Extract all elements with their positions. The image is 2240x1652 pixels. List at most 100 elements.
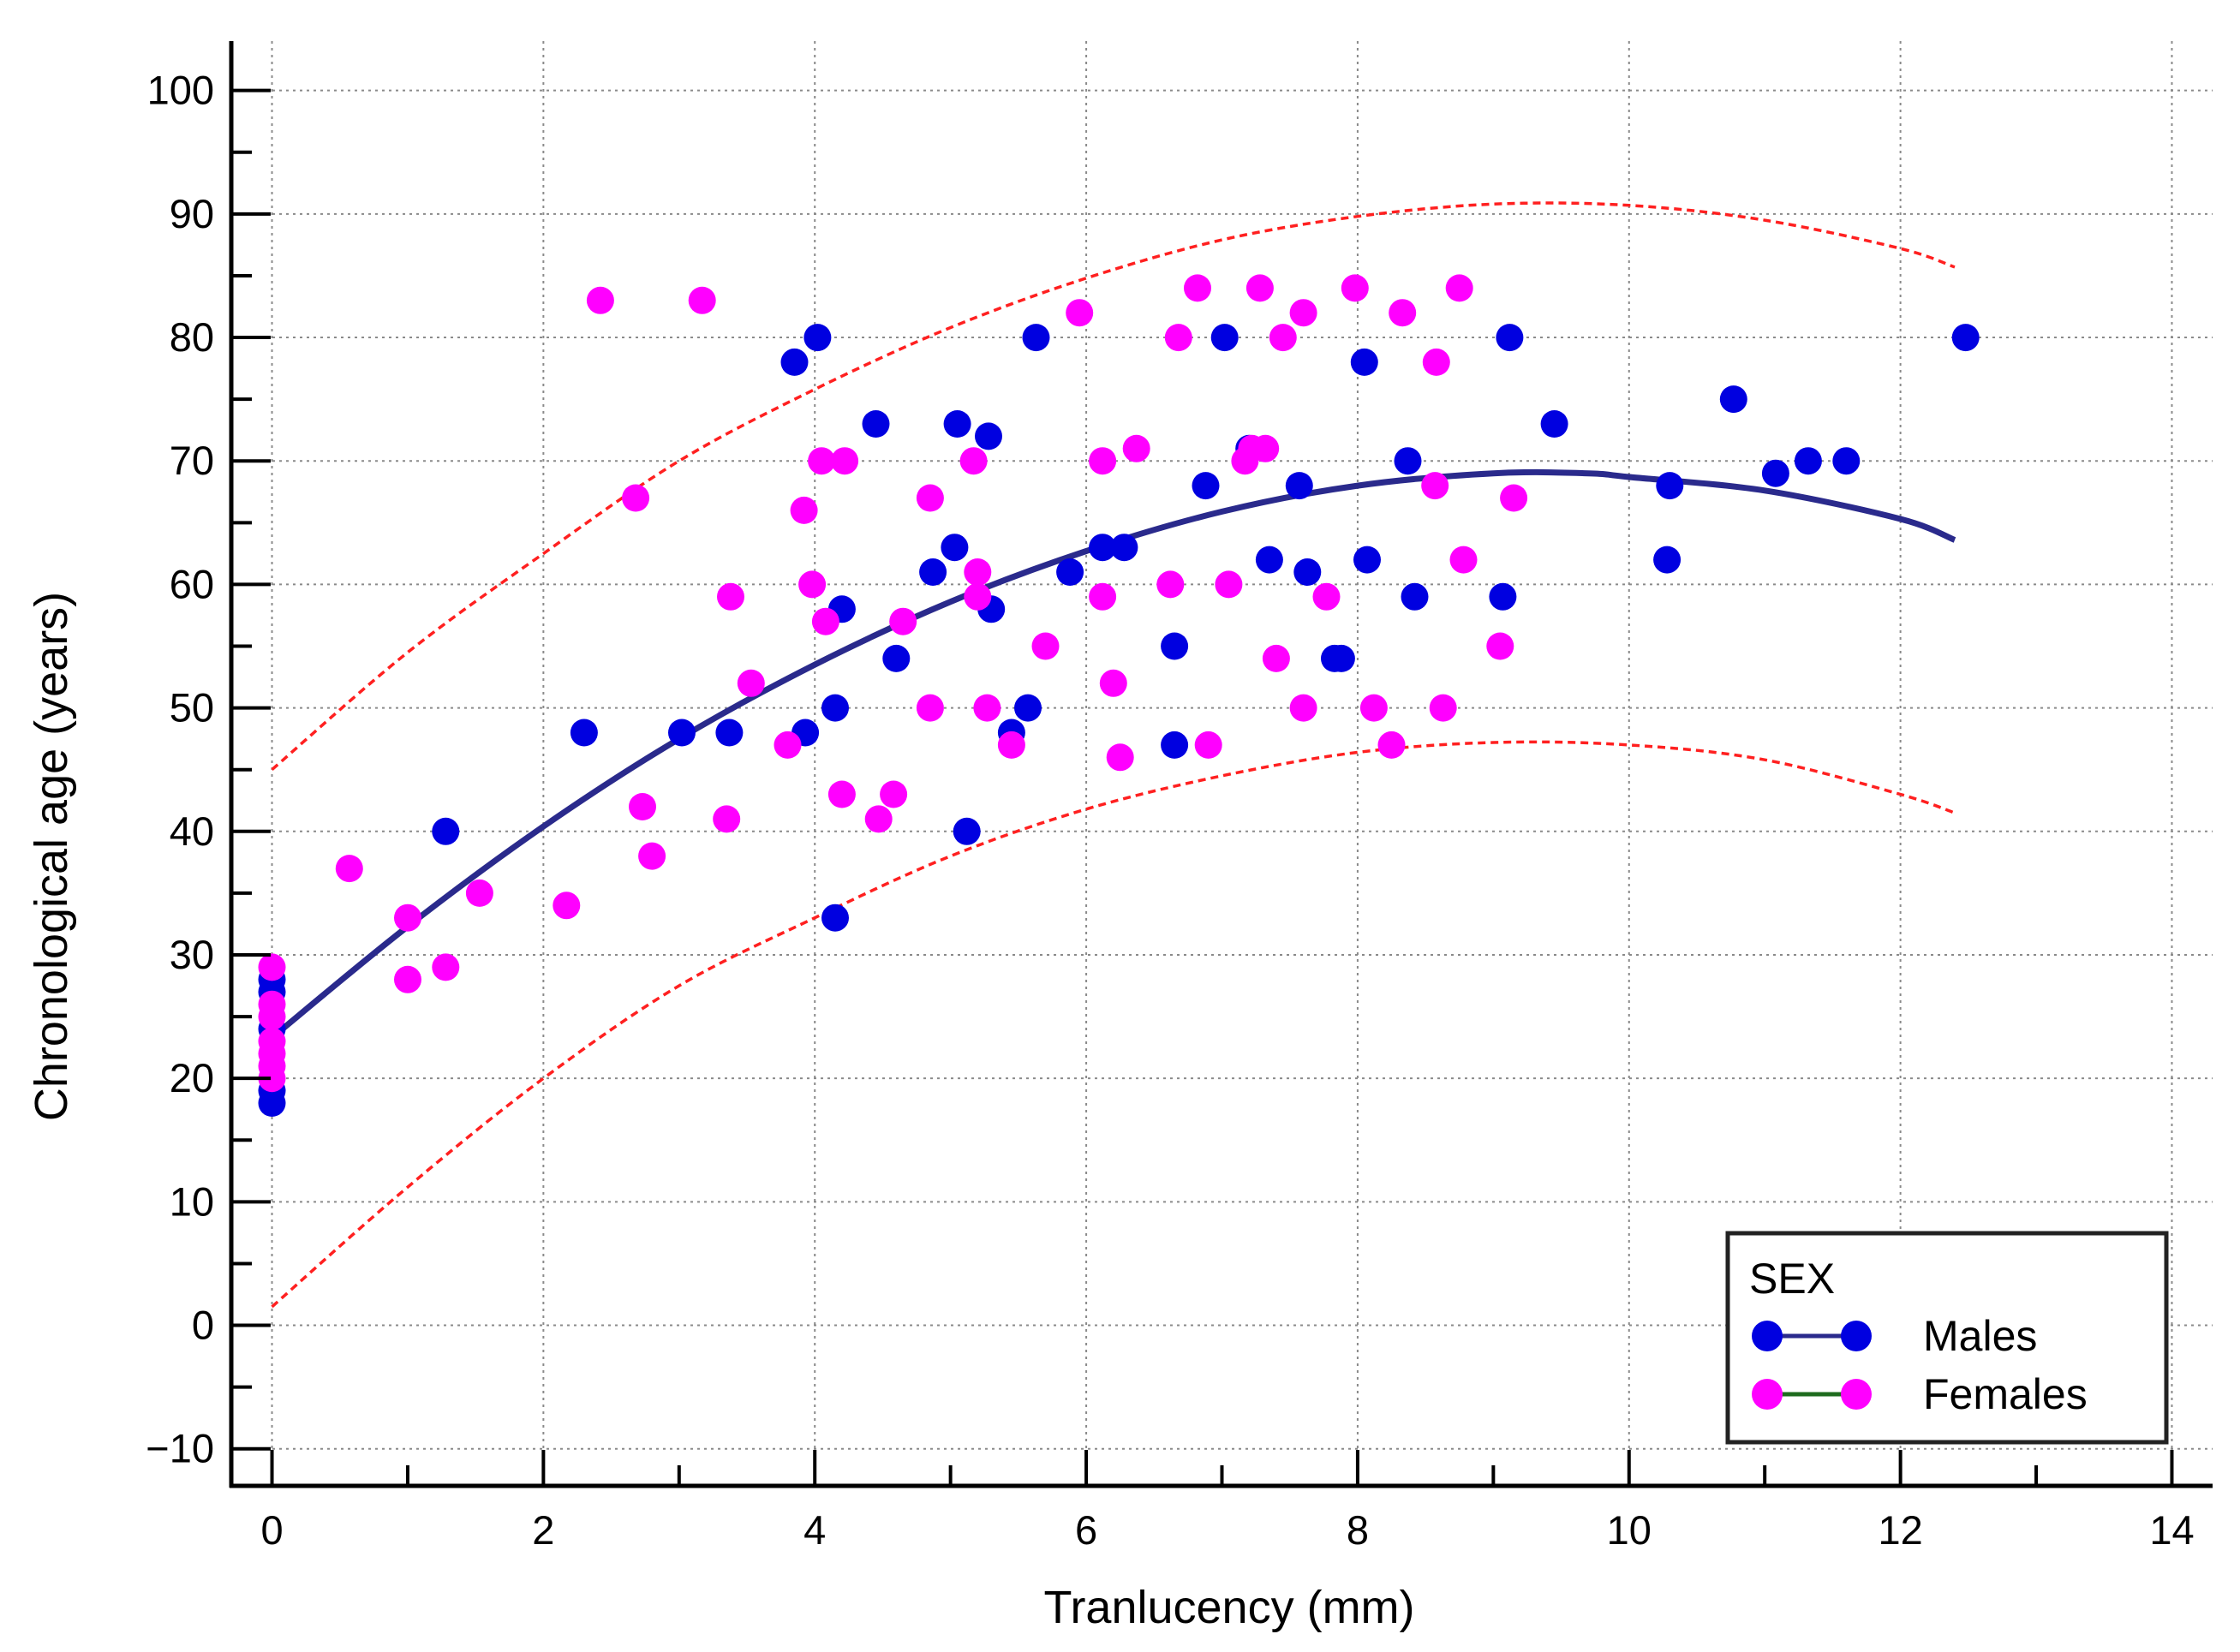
y-tick-label: 40 bbox=[170, 808, 214, 854]
data-point-females bbox=[258, 990, 286, 1018]
data-point-females bbox=[964, 582, 992, 611]
data-point-males bbox=[821, 694, 849, 722]
data-point-males bbox=[1161, 731, 1189, 759]
data-point-males bbox=[1161, 632, 1189, 660]
data-point-females bbox=[827, 780, 856, 808]
legend-marker-males bbox=[1841, 1321, 1872, 1351]
data-point-females bbox=[1245, 274, 1274, 302]
data-point-females bbox=[808, 447, 836, 475]
data-point-males bbox=[821, 904, 849, 932]
data-point-females bbox=[1500, 484, 1528, 512]
data-point-males bbox=[1022, 324, 1050, 352]
data-point-females bbox=[916, 694, 944, 722]
tick-labels: −10 0 10 20 30 40 50 60 70 80 90 100 0 2 4 6 8 10 12 14 bbox=[146, 68, 2194, 1553]
data-point-males bbox=[941, 534, 969, 562]
data-point-males bbox=[570, 719, 598, 747]
data-point-females bbox=[1184, 274, 1211, 302]
data-point-females bbox=[1289, 694, 1317, 722]
data-point-males bbox=[1350, 348, 1378, 376]
data-point-females bbox=[713, 805, 741, 833]
data-point-females bbox=[1251, 434, 1280, 462]
legend-label-females: Females bbox=[1923, 1370, 2088, 1418]
x-tick-label: 0 bbox=[260, 1507, 283, 1553]
data-point-males bbox=[919, 558, 947, 586]
y-tick-label: −10 bbox=[146, 1426, 214, 1471]
data-point-males bbox=[1794, 447, 1822, 475]
data-point-males bbox=[1489, 582, 1517, 611]
data-point-males bbox=[1285, 472, 1313, 500]
data-point-males bbox=[1951, 324, 1980, 352]
data-point-females bbox=[1445, 274, 1473, 302]
data-point-males bbox=[1394, 447, 1422, 475]
x-tick-label: 6 bbox=[1075, 1507, 1097, 1553]
data-point-males bbox=[432, 817, 460, 845]
y-tick-label: 50 bbox=[170, 685, 214, 731]
data-point-females bbox=[258, 953, 286, 981]
axes bbox=[229, 41, 2213, 1488]
data-point-females bbox=[798, 570, 827, 599]
data-point-females bbox=[586, 286, 614, 314]
y-axis-label: Chronological age (years) bbox=[26, 592, 77, 1121]
data-point-males bbox=[1327, 644, 1355, 672]
data-point-females bbox=[717, 582, 744, 611]
data-point-males bbox=[1255, 546, 1283, 574]
data-point-males bbox=[1353, 546, 1381, 574]
data-points bbox=[258, 274, 1980, 1117]
data-point-females bbox=[1262, 644, 1290, 672]
data-point-females bbox=[774, 731, 802, 759]
data-point-females bbox=[916, 484, 944, 512]
y-tick-label: 60 bbox=[170, 561, 214, 606]
data-point-males bbox=[882, 644, 911, 672]
data-point-females bbox=[1312, 582, 1341, 611]
y-tick-label: 20 bbox=[170, 1055, 214, 1100]
data-point-females bbox=[1215, 570, 1243, 599]
data-point-females bbox=[880, 780, 908, 808]
data-point-females bbox=[1359, 694, 1388, 722]
data-point-males bbox=[715, 719, 744, 747]
x-tick-label: 10 bbox=[1607, 1507, 1652, 1553]
y-tick-label: 100 bbox=[147, 68, 214, 113]
data-point-females bbox=[394, 904, 421, 932]
data-point-males bbox=[943, 410, 971, 438]
y-tick-label: 90 bbox=[170, 191, 214, 236]
data-point-females bbox=[1066, 299, 1094, 327]
legend-label-males: Males bbox=[1923, 1312, 2037, 1360]
legend-marker-females bbox=[1752, 1379, 1783, 1410]
data-point-females bbox=[964, 558, 992, 586]
prediction-band bbox=[271, 201, 1956, 1309]
legend: SEX Males Females bbox=[1725, 1231, 2169, 1445]
data-point-females bbox=[1389, 299, 1417, 327]
data-point-females bbox=[1099, 669, 1127, 697]
data-point-females bbox=[335, 855, 363, 883]
data-point-females bbox=[1289, 299, 1317, 327]
legend-title: SEX bbox=[1749, 1255, 1835, 1303]
data-point-males bbox=[1293, 558, 1322, 586]
y-tick-label: 30 bbox=[170, 932, 214, 977]
data-point-females bbox=[1429, 694, 1457, 722]
data-point-males bbox=[1089, 534, 1117, 562]
data-point-males bbox=[1719, 385, 1747, 414]
data-point-males bbox=[1761, 459, 1789, 487]
x-tick-label: 14 bbox=[2149, 1507, 2194, 1553]
data-point-females bbox=[1089, 582, 1117, 611]
data-point-females bbox=[959, 447, 988, 475]
data-point-males bbox=[1192, 472, 1220, 500]
data-point-males bbox=[1210, 324, 1239, 352]
data-point-females bbox=[1106, 743, 1134, 772]
data-point-females bbox=[629, 793, 656, 820]
data-point-males bbox=[780, 348, 809, 376]
data-point-males bbox=[1014, 694, 1042, 722]
data-point-females bbox=[1377, 731, 1406, 759]
data-point-females bbox=[889, 607, 917, 635]
data-point-females bbox=[688, 286, 716, 314]
prediction-band-lower bbox=[271, 740, 1956, 1309]
data-point-females bbox=[1031, 632, 1060, 660]
x-tick-label: 4 bbox=[803, 1507, 826, 1553]
data-point-males bbox=[975, 422, 1002, 450]
y-tick-label: 80 bbox=[170, 314, 214, 360]
prediction-band-upper bbox=[271, 201, 1956, 772]
data-point-females bbox=[258, 1027, 286, 1055]
data-point-males bbox=[1832, 447, 1861, 475]
data-point-males bbox=[1496, 324, 1524, 352]
x-tick-label: 12 bbox=[1878, 1507, 1922, 1553]
